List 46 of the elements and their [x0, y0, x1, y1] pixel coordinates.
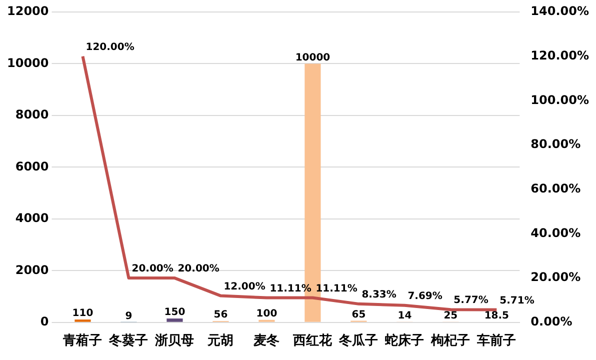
- y-tick-label: 10000: [7, 56, 49, 70]
- y2-tick-label: 120.00%: [530, 48, 590, 62]
- data-label: 11.11%: [316, 283, 358, 294]
- data-label: 10000: [295, 52, 330, 64]
- data-label: 7.69%: [408, 290, 442, 302]
- data-label: 65: [352, 309, 366, 320]
- data-label: 110: [72, 308, 94, 320]
- y2-tick-label: 80.00%: [530, 137, 581, 152]
- y-tick-label: 0: [40, 314, 49, 329]
- x-tick-label: 车前子: [476, 332, 516, 349]
- y-tick-label: 4000: [15, 211, 49, 226]
- data-label: 11.11%: [270, 283, 312, 294]
- y2-tick-label: 60.00%: [530, 181, 581, 196]
- data-label: 120.00%: [86, 42, 134, 53]
- data-label: 14: [398, 310, 412, 322]
- data-label: 56: [214, 310, 228, 321]
- y2-tick-label: 100.00%: [530, 92, 590, 107]
- data-label: 18.5: [484, 310, 510, 322]
- data-label: 100: [256, 308, 278, 320]
- y2-tick-label: 0.00%: [530, 314, 572, 329]
- x-tick-label: 元胡: [206, 334, 234, 349]
- data-label: 5.77%: [454, 295, 488, 306]
- y2-tick-label: 40.00%: [530, 226, 581, 240]
- y2-tick-label: 140.00%: [530, 4, 590, 18]
- data-label: 8.33%: [362, 290, 396, 301]
- x-tick-label: 冬葵子: [108, 332, 148, 349]
- x-tick-label: 冬瓜子: [338, 332, 378, 349]
- x-tick-label: 蛇床子: [384, 332, 424, 349]
- data-label: 150: [164, 307, 186, 318]
- x-tick-label: 枸杞子: [430, 334, 470, 349]
- x-tick-label: 麦冬: [252, 334, 280, 349]
- x-tick-label: 西红花: [292, 334, 334, 349]
- data-label: 20.00%: [132, 264, 174, 275]
- data-label: 20.00%: [178, 264, 220, 275]
- y2-tick-label: 20.00%: [530, 270, 581, 284]
- bar: [166, 318, 183, 322]
- data-label: 5.71%: [500, 295, 534, 306]
- y-tick-label: 12000: [7, 4, 49, 18]
- data-label: 9: [125, 310, 132, 322]
- data-label: 25: [444, 310, 458, 322]
- y-tick-label: 8000: [15, 108, 49, 122]
- data-label: 12.00%: [224, 281, 266, 292]
- y-tick-label: 6000: [15, 159, 49, 174]
- x-tick-label: 浙贝母: [154, 334, 194, 349]
- y-tick-label: 2000: [15, 262, 49, 277]
- x-tick-label: 青葙子: [62, 332, 102, 349]
